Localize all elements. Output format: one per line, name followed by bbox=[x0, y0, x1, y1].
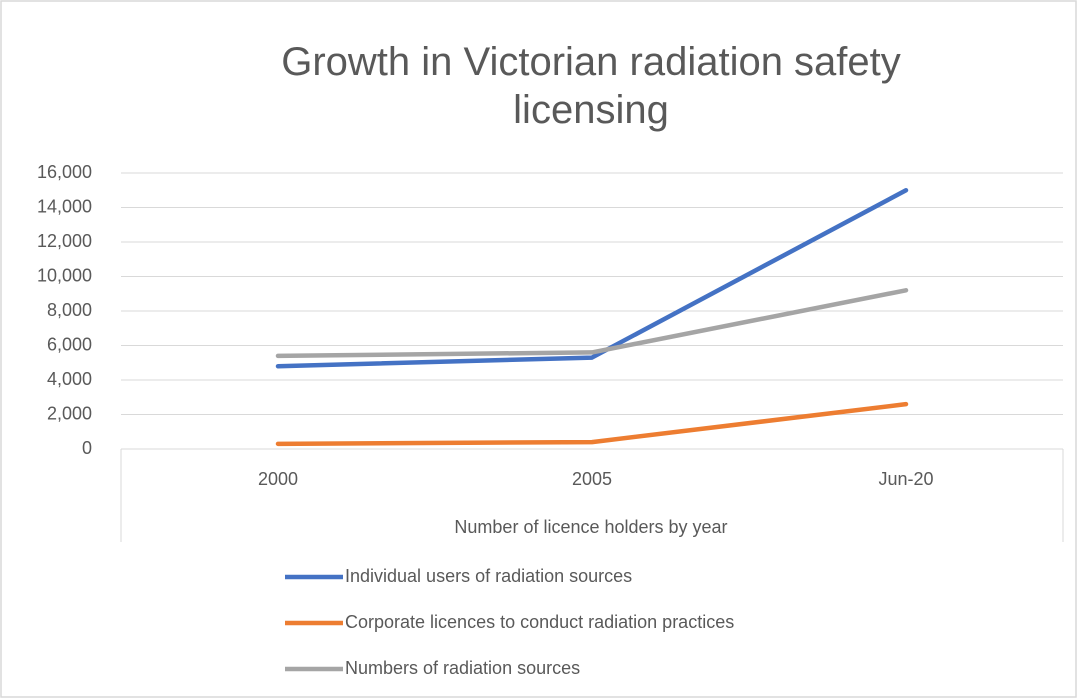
x-tick-label: 2005 bbox=[572, 469, 612, 489]
y-tick-label: 10,000 bbox=[37, 265, 92, 285]
legend-label: Corporate licences to conduct radiation … bbox=[345, 612, 734, 632]
y-tick-label: 2,000 bbox=[47, 403, 92, 423]
y-tick-label: 0 bbox=[82, 438, 92, 458]
y-tick-label: 4,000 bbox=[47, 369, 92, 389]
series-line bbox=[275, 288, 909, 359]
legend-label: Individual users of radiation sources bbox=[345, 566, 632, 586]
y-tick-label: 12,000 bbox=[37, 231, 92, 251]
series-line bbox=[275, 188, 909, 369]
y-tick-label: 16,000 bbox=[37, 162, 92, 182]
chart-title: Growth in Victorian radiation safety lic… bbox=[281, 40, 901, 132]
y-tick-label: 8,000 bbox=[47, 300, 92, 320]
x-axis-label: Number of licence holders by year bbox=[454, 517, 727, 537]
series-line bbox=[275, 401, 909, 447]
y-tick-label: 6,000 bbox=[47, 334, 92, 354]
legend-label: Numbers of radiation sources bbox=[345, 658, 580, 678]
y-tick-label: 14,000 bbox=[37, 196, 92, 216]
x-tick-label: 2000 bbox=[258, 469, 298, 489]
x-tick-label: Jun-20 bbox=[878, 469, 933, 489]
